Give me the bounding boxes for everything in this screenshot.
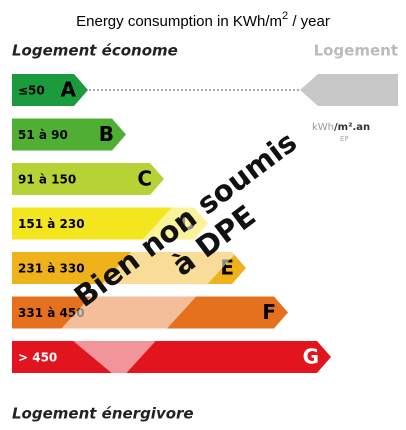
unit-sub: EP	[340, 135, 349, 143]
title-text: Energy consumption in KWh/m	[76, 13, 282, 30]
band-letter: G	[303, 345, 319, 369]
title-suffix: / year	[288, 13, 330, 30]
band-range: 231 à 330	[18, 262, 85, 276]
band-range: > 450	[18, 351, 57, 365]
top-left-label: Logement économe	[12, 42, 178, 60]
band-letter: A	[61, 78, 77, 102]
band	[12, 163, 164, 195]
band-range: ≤50	[18, 84, 45, 98]
unit: kWh/m².an	[312, 122, 370, 133]
band-letter: F	[262, 300, 276, 324]
band-letter: B	[99, 122, 114, 146]
title-sup: 2	[282, 10, 288, 22]
top-right-label: Logement	[314, 42, 398, 60]
unit-text: kWh	[312, 122, 334, 133]
band	[12, 118, 126, 151]
grey-arrow	[300, 74, 398, 106]
band	[12, 341, 331, 373]
band-range: 91 à 150	[18, 173, 76, 187]
band-range: 51 à 90	[18, 128, 68, 142]
band-letter: C	[137, 167, 152, 191]
unit-suffix: /m².an	[334, 122, 370, 133]
band	[12, 74, 88, 106]
title: Energy consumption in KWh/m2 / year	[76, 10, 330, 30]
band-range: 151 à 230	[18, 217, 85, 231]
stamp-overlay	[60, 100, 330, 380]
band-range: 331 à 450	[18, 306, 85, 320]
footer: Logement énergivore	[12, 405, 194, 423]
